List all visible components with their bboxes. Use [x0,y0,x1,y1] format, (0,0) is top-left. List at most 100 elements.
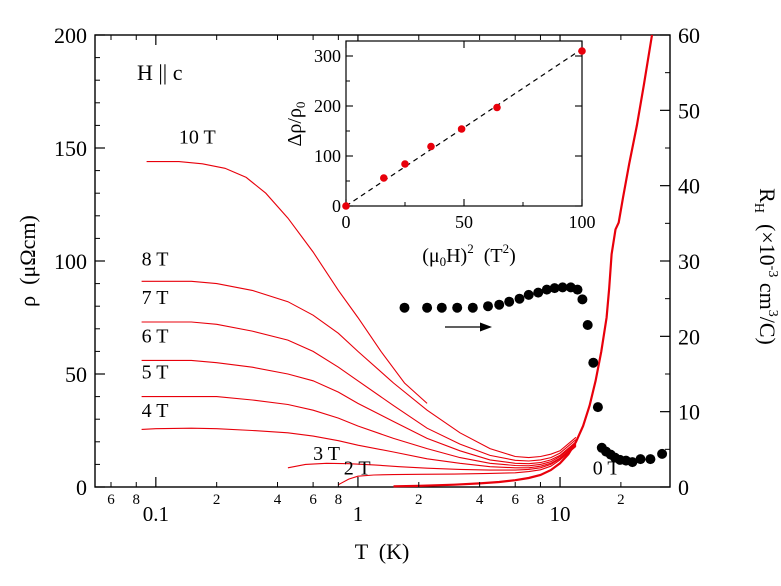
hall-point [533,287,544,298]
inset-x-label-close: ) [509,245,516,267]
inset-point [493,103,501,112]
inset-x-label-h: H) [446,245,467,267]
hall-point [436,302,447,313]
inset-points [342,47,586,210]
hall-point [514,293,525,304]
hall-point [541,284,552,295]
inset-y-tick-label: 100 [314,146,341,166]
inset-y-label-sub: 0 [293,102,308,109]
inset-y-axis-label: Δρ/ρ0 [284,102,308,147]
curve-label-6t: 6 T [142,325,169,347]
hall-point [627,457,638,468]
curve-label-3t: 3 T [313,443,340,465]
inset-frame [345,40,583,207]
inset-point [380,174,388,182]
inset-point [457,125,466,133]
inset-x-tick-label: 50 [455,212,473,232]
x-ticks: 0.1 1 10 6 8 2 4 6 8 2 4 6 8 2 [107,35,625,526]
x-axis-label: T (K) [355,539,410,564]
x-minor-tick-label: 8 [335,492,343,508]
curve-label-4t: 4 T [142,400,169,422]
hall-point [657,448,668,459]
inset-x-tick-label: 0 [342,212,351,232]
y-tick-label: 150 [54,136,87,161]
x-minor-tick-label: 4 [274,492,282,508]
hall-point [582,320,593,330]
y2-axis-label-units: (×10 [755,213,780,266]
hall-point [452,302,463,313]
y2-tick-label: 10 [678,400,700,425]
curve-label-8t: 8 T [142,249,169,271]
curve-label-5t: 5 T [142,362,169,384]
x-minor-tick-label: 2 [617,492,625,508]
y2-axis-label-end: /C) [755,317,780,345]
y2-tick-label: 50 [678,98,700,123]
hall-point [467,302,478,313]
y2-tick-label: 40 [678,174,700,199]
y2-axis-label-cm-exp: 3 [765,310,780,317]
y2-axis-label-cm: cm [755,277,780,309]
hall-point [494,299,505,310]
hall-arrow-head [480,322,492,332]
inset-point [578,47,586,55]
curve-labels: 10 T 8 T 7 T 6 T 5 T 4 T 3 T2 T 0 T [142,127,620,480]
curve-5t [141,396,577,467]
inset-x-label-exp: 2 [467,241,474,256]
curve-0t [393,34,654,488]
inset-y-tick-label: 0 [332,196,341,216]
y2-tick-label: 30 [678,249,700,274]
field-condition-label: H || c [137,60,183,85]
x-major-tick-label: 1 [353,502,364,526]
curve-4t [141,427,577,469]
x-minor-tick-label: 8 [133,492,141,508]
curve-label-0t: 0 T [593,458,620,480]
curve-2t [338,445,577,486]
hall-point [483,301,493,312]
x-minor-tick-label: 2 [213,492,221,508]
y-axis-label: ρ (μΩcm) [15,215,40,307]
y-tick-label: 50 [65,362,87,387]
y2-ticks: 0 10 20 30 40 50 60 [660,23,700,500]
x-major-tick-label: 10 [550,502,571,526]
x-minor-tick-label: 2 [415,492,423,508]
inset-y-label-main: Δρ/ρ [284,108,306,146]
inset-point [427,142,435,151]
inset-x-label-sub: 0 [440,254,447,269]
y2-axis-label-exp: -3 [765,266,780,278]
y2-axis-label: RH (×10-3 cm3/C) [751,150,780,373]
hall-point [422,302,433,313]
hall-point [523,289,534,300]
curve-label-10t: 10 T [179,127,216,149]
y2-tick-label: 0 [678,475,689,500]
x-minor-tick-label: 6 [107,492,115,508]
hall-point [588,357,599,368]
y2-axis-label-r: R [755,188,780,203]
y-tick-label: 100 [54,249,87,274]
hall-point [504,296,515,307]
curve-10t [146,161,428,404]
curve-8t [141,280,577,459]
curve-7t [141,321,577,462]
hall-point [399,302,410,313]
curve-label-2t: 2 T [344,458,371,480]
y-tick-label: 200 [54,23,87,48]
y-ticks: 0 50 100 150 200 [54,23,105,500]
hall-point [572,284,583,295]
inset-x-tick-label: 100 [569,212,596,232]
hall-point [557,282,568,293]
inset-y-tick-label: 300 [314,46,341,66]
hall-point [577,294,588,305]
hall-point [549,283,560,294]
curve-6t [141,359,577,465]
y-tick-label: 0 [76,475,87,500]
x-minor-tick-label: 8 [537,492,545,508]
hall-point [592,402,603,413]
resistivity-curves [141,34,654,488]
inset-x-label-units-exp: 2 [503,241,510,256]
inset-y-tick-label: 200 [314,96,341,116]
y2-axis-label-h-sub: H [751,203,766,213]
hall-point [635,454,646,465]
